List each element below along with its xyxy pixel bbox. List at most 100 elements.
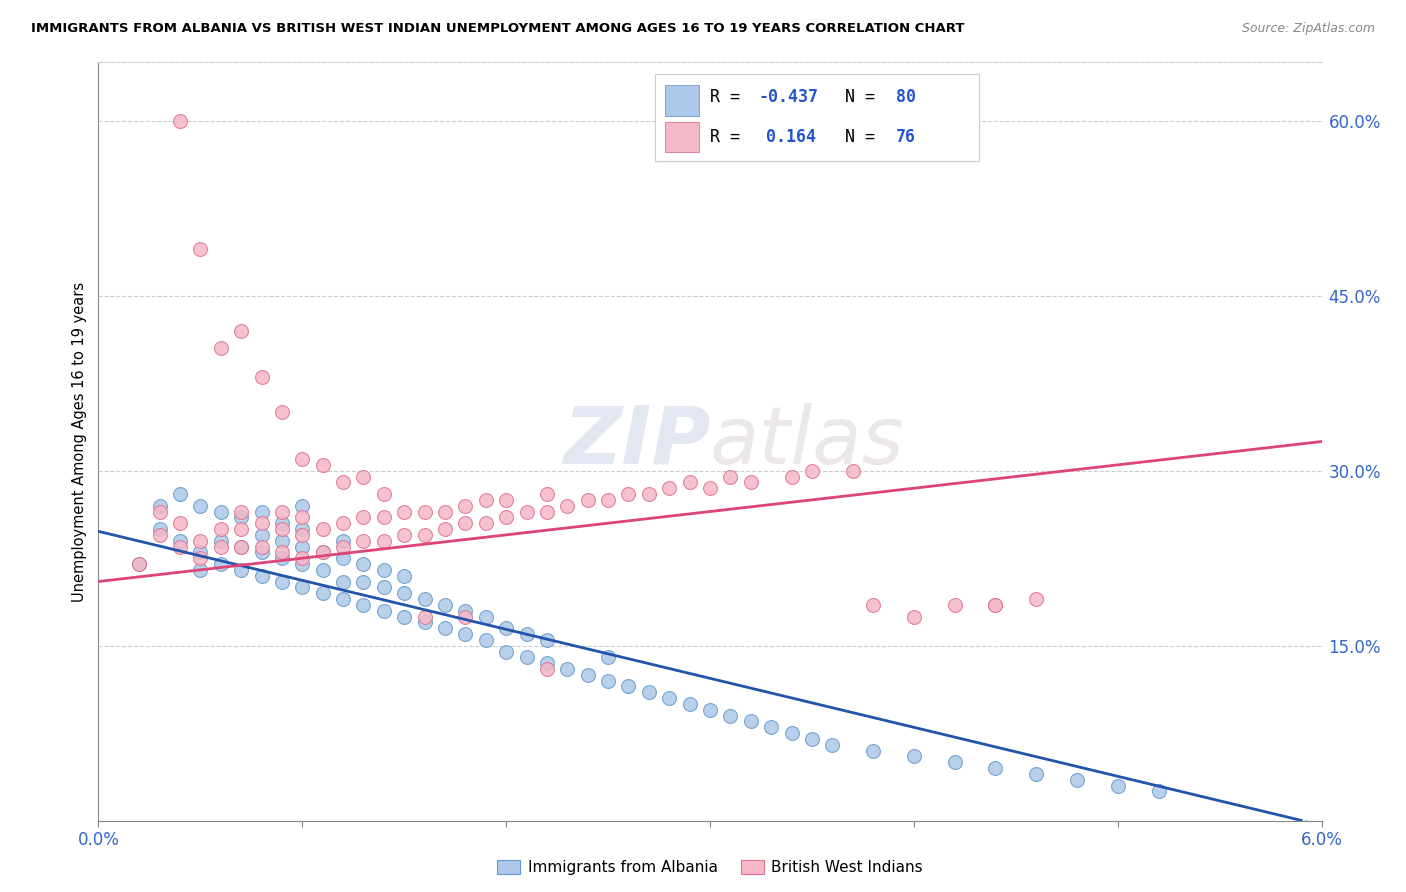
- Point: [250, 504, 273, 518]
- Point: [740, 714, 762, 729]
- Point: [291, 580, 314, 594]
- Point: [740, 475, 762, 490]
- Point: [474, 516, 498, 531]
- Point: [149, 499, 172, 513]
- Point: [352, 510, 374, 524]
- Point: [209, 557, 232, 571]
- Point: [598, 673, 620, 688]
- Point: [128, 557, 150, 571]
- Point: [413, 615, 436, 630]
- Point: [291, 557, 314, 571]
- Point: [413, 592, 436, 607]
- Y-axis label: Unemployment Among Ages 16 to 19 years: Unemployment Among Ages 16 to 19 years: [72, 282, 87, 601]
- Point: [209, 522, 232, 536]
- Point: [392, 586, 416, 600]
- Point: [373, 510, 395, 524]
- Point: [209, 533, 232, 548]
- Point: [332, 592, 354, 607]
- Point: [392, 568, 416, 582]
- FancyBboxPatch shape: [665, 85, 699, 116]
- Point: [699, 703, 721, 717]
- Point: [761, 720, 783, 734]
- Point: [231, 510, 253, 524]
- Point: [332, 533, 354, 548]
- Point: [862, 598, 884, 612]
- Point: [209, 504, 232, 518]
- Point: [801, 464, 824, 478]
- Point: [270, 405, 292, 419]
- Point: [311, 522, 335, 536]
- Point: [413, 504, 436, 518]
- Point: [454, 627, 477, 641]
- Text: ZIP: ZIP: [562, 402, 710, 481]
- Text: R =: R =: [710, 128, 761, 145]
- Point: [679, 697, 702, 711]
- Point: [474, 632, 498, 647]
- Point: [149, 522, 172, 536]
- Point: [598, 650, 620, 665]
- Text: 80: 80: [896, 88, 915, 106]
- Point: [188, 533, 212, 548]
- Text: 0.164: 0.164: [766, 128, 817, 145]
- Point: [474, 492, 498, 507]
- Point: [516, 504, 538, 518]
- Point: [373, 563, 395, 577]
- Point: [311, 545, 335, 559]
- Point: [291, 551, 314, 566]
- Point: [270, 522, 292, 536]
- Point: [291, 528, 314, 542]
- Point: [270, 545, 292, 559]
- Point: [637, 685, 661, 699]
- Point: [373, 487, 395, 501]
- Point: [454, 604, 477, 618]
- Point: [821, 738, 844, 752]
- Point: [841, 464, 863, 478]
- Point: [1025, 767, 1047, 781]
- Point: [169, 533, 191, 548]
- Point: [516, 627, 538, 641]
- Point: [536, 632, 558, 647]
- Point: [332, 551, 354, 566]
- Point: [291, 452, 314, 467]
- Point: [903, 749, 925, 764]
- Point: [536, 504, 558, 518]
- Point: [984, 761, 1007, 775]
- Point: [576, 668, 599, 682]
- Point: [495, 621, 517, 635]
- Point: [311, 458, 335, 472]
- Text: atlas: atlas: [710, 402, 905, 481]
- Text: N =: N =: [845, 88, 884, 106]
- Point: [149, 528, 172, 542]
- Point: [250, 528, 273, 542]
- Point: [231, 540, 253, 554]
- Point: [149, 504, 172, 518]
- Point: [718, 708, 742, 723]
- Point: [352, 574, 374, 589]
- Point: [658, 691, 681, 706]
- Point: [780, 469, 803, 483]
- Point: [555, 662, 579, 676]
- Point: [1147, 784, 1170, 798]
- Point: [903, 609, 925, 624]
- Point: [413, 528, 436, 542]
- Point: [270, 574, 292, 589]
- Point: [311, 545, 335, 559]
- Point: [188, 563, 212, 577]
- Point: [474, 609, 498, 624]
- Point: [392, 609, 416, 624]
- Point: [270, 504, 292, 518]
- Point: [392, 528, 416, 542]
- Point: [188, 545, 212, 559]
- Point: [291, 522, 314, 536]
- Point: [433, 522, 456, 536]
- FancyBboxPatch shape: [665, 121, 699, 152]
- Point: [270, 516, 292, 531]
- Point: [209, 341, 232, 355]
- Point: [699, 481, 721, 495]
- Point: [576, 492, 599, 507]
- Point: [231, 522, 253, 536]
- Point: [250, 545, 273, 559]
- Point: [128, 557, 150, 571]
- Point: [291, 540, 314, 554]
- Point: [250, 568, 273, 582]
